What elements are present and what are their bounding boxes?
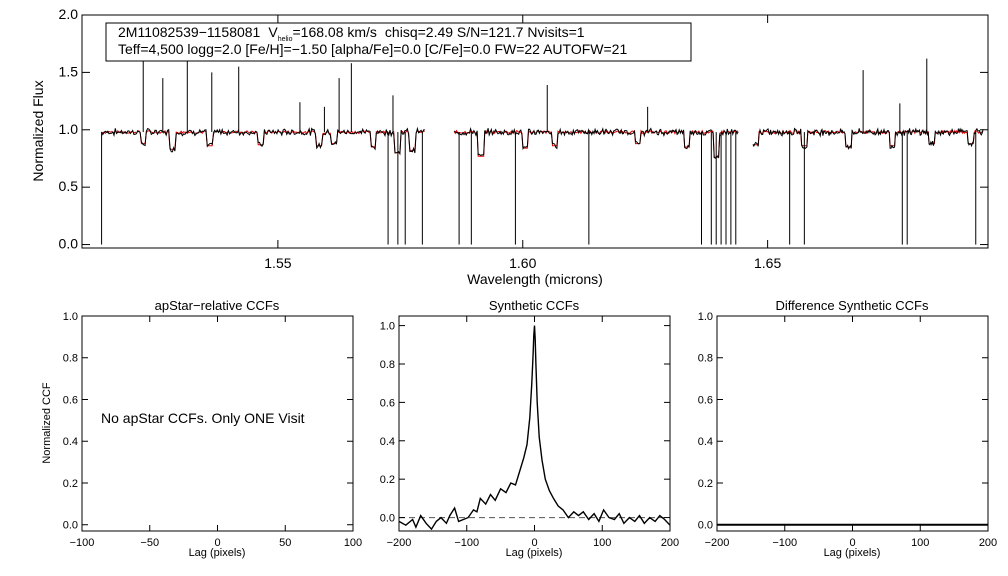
x-tick-label: 0 xyxy=(531,537,537,549)
vhelio-value: =168.08 km/s xyxy=(292,24,376,40)
synthetic-ccf-title: Synthetic CCFs xyxy=(489,298,580,313)
info-box xyxy=(105,22,692,62)
x-tick-label: −100 xyxy=(772,537,797,549)
y-tick-label: 1.5 xyxy=(59,63,79,79)
vhelio-subscript: helio xyxy=(278,36,293,43)
y-tick-label: 1.0 xyxy=(59,121,79,137)
y-tick-label: 0.5 xyxy=(59,178,79,194)
observed-spectrum-line xyxy=(453,127,739,159)
x-tick-label: −200 xyxy=(387,537,412,549)
synthetic-ccf-line xyxy=(398,325,671,531)
x-tick-label: 200 xyxy=(979,537,997,549)
y-tick-label: 0.8 xyxy=(698,353,713,365)
x-tick-label: −50 xyxy=(140,537,159,549)
synthetic-ccf-panel: −200 −100 0 100 200 0.0 0.2 0.4 0.6 0.8 1.0 Synthe… xyxy=(380,298,679,559)
spectrum-marks xyxy=(101,42,984,245)
fit-stats: chisq=2.49 S/N=121.7 Nvisits=1 xyxy=(385,24,585,40)
x-tick-label: 0 xyxy=(849,537,855,549)
y-tick-label: 1.0 xyxy=(63,311,78,323)
y-tick-label: 0.0 xyxy=(59,236,79,252)
synthetic-ccf-ticks: −200 −100 0 100 200 0.0 0.2 0.4 0.6 0.8 1.0 xyxy=(380,316,679,549)
spectrum-xlabel: Wavelength (microns) xyxy=(467,271,603,287)
difference-ccf-panel: −200 −100 0 100 200 0.0 0.2 0.4 0.6 0.8 1.0 Differ… xyxy=(698,298,997,559)
spectrum-panel: 1.55 1.60 1.65 0.0 0.5 1.0 1.5 2.0 2M11082539−1… xyxy=(30,6,989,287)
spectrum-ylabel: Normalized Flux xyxy=(30,80,46,181)
synthetic-ccf-marks xyxy=(398,325,671,531)
y-tick-label: 0.8 xyxy=(380,359,395,371)
y-tick-label: 0.6 xyxy=(63,394,78,406)
y-tick-label: 0.2 xyxy=(63,478,78,490)
apstar-ccf-xlabel: Lag (pixels) xyxy=(189,547,246,559)
apstar-ccf-ticks: −100 −50 0 50 100 0.0 0.2 0.4 0.6 0.8 1.0 xyxy=(63,311,362,549)
info-line-1: 2M11082539−1158081 Vhelio=168.08 km/s chis… xyxy=(118,24,585,43)
y-tick-label: 0.0 xyxy=(380,513,395,525)
difference-ccf-frame xyxy=(716,315,989,532)
synthetic-ccf-frame xyxy=(398,315,671,532)
difference-ccf-xlabel: Lag (pixels) xyxy=(824,547,881,559)
observed-spectrum-line xyxy=(101,126,425,156)
vhelio-prefix: V xyxy=(268,24,278,40)
no-ccf-annotation: No apStar CCFs. Only ONE Visit xyxy=(101,410,305,426)
x-tick-label: 100 xyxy=(911,537,929,549)
model-spectrum-line xyxy=(453,129,739,158)
x-tick-label: 100 xyxy=(344,537,362,549)
difference-ccf-title: Difference Synthetic CCFs xyxy=(776,298,929,313)
spectrum-frame xyxy=(81,14,989,249)
y-tick-label: 2.0 xyxy=(59,6,79,22)
x-tick-label: 200 xyxy=(661,537,679,549)
y-tick-label: 0.4 xyxy=(63,436,78,448)
y-tick-label: 0.2 xyxy=(698,478,713,490)
y-tick-label: 0.4 xyxy=(698,436,713,448)
y-tick-label: 0.2 xyxy=(380,474,395,486)
x-tick-label: 0 xyxy=(214,537,220,549)
y-tick-label: 1.0 xyxy=(698,311,713,323)
y-tick-label: 0.6 xyxy=(698,394,713,406)
apstar-ccf-panel: −100 −50 0 50 100 0.0 0.2 0.4 0.6 0.8 1.0 apStar−r… xyxy=(41,298,362,559)
x-tick-label: 1.55 xyxy=(264,255,291,271)
y-tick-label: 0.6 xyxy=(380,397,395,409)
difference-ccf-ticks: −200 −100 0 100 200 0.0 0.2 0.4 0.6 0.8 1.0 xyxy=(698,311,997,549)
y-tick-label: 0.4 xyxy=(380,436,395,448)
x-tick-label: −100 xyxy=(454,537,479,549)
spectrum-ticks: 1.55 1.60 1.65 0.0 0.5 1.0 1.5 2.0 xyxy=(59,6,988,271)
x-tick-label: 1.65 xyxy=(754,255,781,271)
y-tick-label: 0.0 xyxy=(698,520,713,532)
x-tick-label: −200 xyxy=(705,537,730,549)
star-id: 2M11082539−1158081 xyxy=(118,24,261,40)
apstar-ccf-ylabel: Normalized CCF xyxy=(41,382,53,464)
info-line-2: Teff=4,500 logg=2.0 [Fe/H]=−1.50 [alpha/… xyxy=(118,41,627,57)
y-tick-label: 0.8 xyxy=(63,353,78,365)
y-tick-label: 1.0 xyxy=(380,321,395,333)
observed-spectrum-line xyxy=(752,127,984,150)
x-tick-label: −100 xyxy=(70,537,95,549)
x-tick-label: 1.60 xyxy=(509,255,536,271)
synthetic-ccf-xlabel: Lag (pixels) xyxy=(506,547,563,559)
x-tick-label: 50 xyxy=(279,537,291,549)
apstar-ccf-title: apStar−relative CCFs xyxy=(155,298,280,313)
x-tick-label: 100 xyxy=(593,537,611,549)
y-tick-label: 0.0 xyxy=(63,520,78,532)
